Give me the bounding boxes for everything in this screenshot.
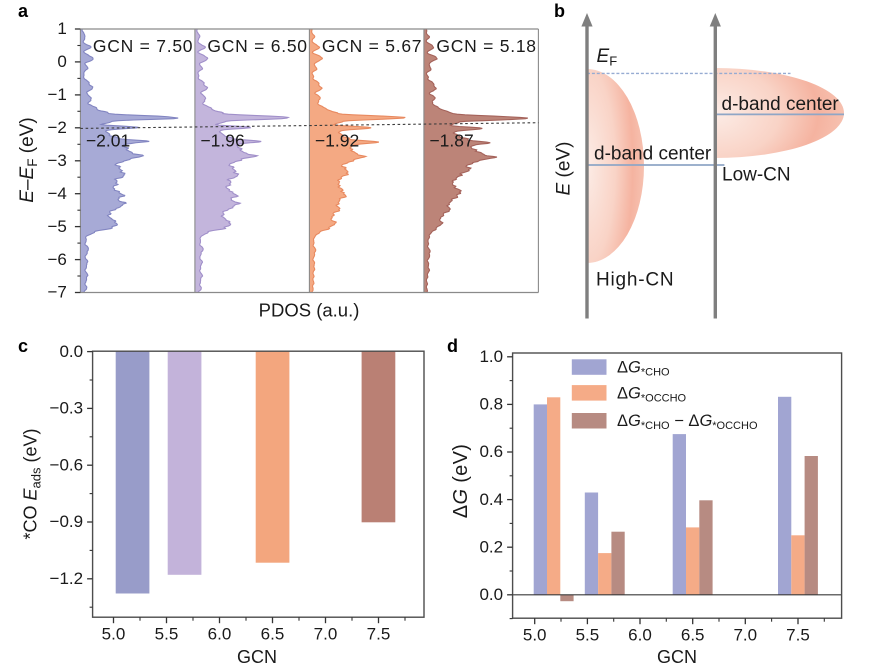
svg-text:7.0: 7.0 xyxy=(314,625,338,644)
svg-text:GCN = 5.18: GCN = 5.18 xyxy=(436,36,536,56)
svg-text:−0.3: −0.3 xyxy=(50,399,84,418)
svg-text:−6: −6 xyxy=(48,250,67,269)
svg-text:d: d xyxy=(447,336,458,356)
svg-text:GCN = 5.67: GCN = 5.67 xyxy=(322,36,422,56)
svg-text:6.0: 6.0 xyxy=(628,626,652,645)
svg-text:Low-CN: Low-CN xyxy=(722,165,791,186)
svg-text:6.5: 6.5 xyxy=(261,625,285,644)
svg-text:−1.96: −1.96 xyxy=(200,131,244,151)
svg-text:0.6: 0.6 xyxy=(479,442,503,461)
svg-text:GCN = 6.50: GCN = 6.50 xyxy=(207,36,307,56)
svg-text:5.0: 5.0 xyxy=(523,626,547,645)
svg-text:6.5: 6.5 xyxy=(681,626,705,645)
svg-text:a: a xyxy=(18,1,29,21)
svg-text:5.5: 5.5 xyxy=(576,626,600,645)
svg-text:−3: −3 xyxy=(48,151,67,170)
svg-text:0.0: 0.0 xyxy=(479,585,503,604)
svg-text:−1: −1 xyxy=(48,85,67,104)
svg-text:−0.9: −0.9 xyxy=(50,512,84,531)
svg-text:0.0: 0.0 xyxy=(59,342,83,361)
svg-text:−0.6: −0.6 xyxy=(50,455,84,474)
svg-text:High-CN: High-CN xyxy=(596,270,674,291)
svg-text:GCN = 7.50: GCN = 7.50 xyxy=(93,36,193,56)
svg-text:7.5: 7.5 xyxy=(786,626,810,645)
svg-text:7.0: 7.0 xyxy=(733,626,757,645)
svg-text:b: b xyxy=(554,1,565,21)
svg-text:−2.01: −2.01 xyxy=(86,131,130,151)
svg-text:−5: −5 xyxy=(48,217,67,236)
svg-text:−2: −2 xyxy=(48,118,67,137)
svg-text:0.4: 0.4 xyxy=(479,490,503,509)
svg-text:−1.2: −1.2 xyxy=(50,569,84,588)
svg-text:0.2: 0.2 xyxy=(479,537,503,556)
svg-text:d-band center: d-band center xyxy=(594,144,712,165)
svg-text:7.5: 7.5 xyxy=(367,625,391,644)
svg-text:1.0: 1.0 xyxy=(479,347,503,366)
svg-text:5.0: 5.0 xyxy=(102,625,126,644)
svg-text:1: 1 xyxy=(57,19,66,38)
svg-text:PDOS (a.u.): PDOS (a.u.) xyxy=(259,300,360,321)
svg-text:GCN: GCN xyxy=(657,647,697,667)
svg-text:6.0: 6.0 xyxy=(208,625,232,644)
svg-text:−1.92: −1.92 xyxy=(315,131,359,151)
svg-text:−1.87: −1.87 xyxy=(429,131,473,151)
svg-text:0.8: 0.8 xyxy=(479,395,503,414)
svg-text:E–EF (eV): E–EF (eV) xyxy=(17,117,40,202)
svg-text:5.5: 5.5 xyxy=(155,625,179,644)
svg-text:−4: −4 xyxy=(48,184,67,203)
svg-text:EF: EF xyxy=(597,46,618,69)
svg-text:ΔG (eV): ΔG (eV) xyxy=(450,444,472,518)
svg-text:−7: −7 xyxy=(48,283,67,302)
svg-text:E (eV): E (eV) xyxy=(554,142,575,196)
svg-text:c: c xyxy=(18,336,28,356)
svg-text:*CO Eads (eV): *CO Eads (eV) xyxy=(21,428,44,539)
svg-text:0: 0 xyxy=(57,52,66,71)
svg-text:d-band center: d-band center xyxy=(722,94,840,115)
svg-text:GCN: GCN xyxy=(237,647,277,667)
